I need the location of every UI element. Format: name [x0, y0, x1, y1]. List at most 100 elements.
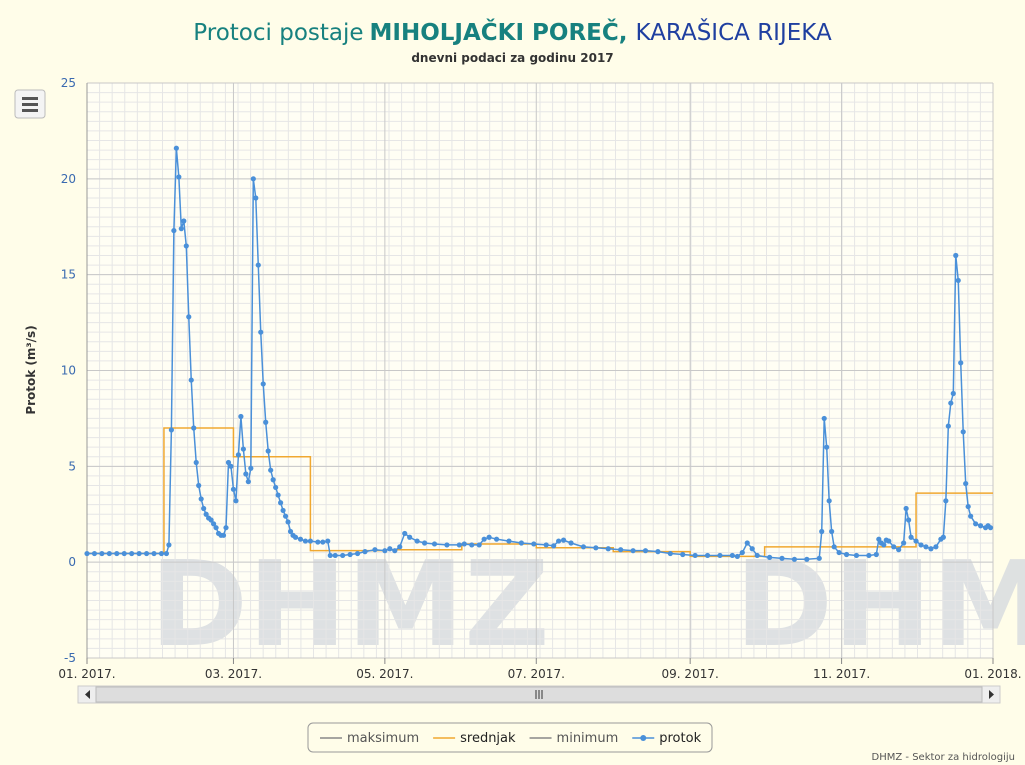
data-point [755, 553, 760, 558]
data-point [551, 543, 556, 548]
data-point [913, 538, 918, 543]
data-point [308, 538, 313, 543]
data-point [693, 553, 698, 558]
data-point [233, 498, 238, 503]
credits: DHMZ - Sektor za hidrologiju [872, 752, 1015, 763]
data-point [750, 546, 755, 551]
data-point [268, 468, 273, 473]
data-point [402, 531, 407, 536]
menu-bar [22, 103, 38, 106]
data-point [122, 551, 127, 556]
data-point [804, 557, 809, 562]
menu-bar [22, 109, 38, 112]
data-point [266, 448, 271, 453]
y-tick-label: -5 [64, 651, 76, 665]
data-point [432, 541, 437, 546]
y-tick-label: 10 [61, 364, 76, 378]
data-point [246, 479, 251, 484]
menu-bar [22, 97, 38, 100]
legend-label: srednjak [460, 731, 516, 746]
data-point [387, 546, 392, 551]
data-point [923, 544, 928, 549]
data-point [951, 391, 956, 396]
data-point [953, 253, 958, 258]
data-point [477, 542, 482, 547]
scrollbar[interactable] [78, 686, 1000, 703]
data-point [901, 540, 906, 545]
chart-title: Protoci postajeMIHOLJAČKI POREČ,KARAŠICA… [0, 20, 1025, 46]
data-point [630, 548, 635, 553]
data-point [519, 540, 524, 545]
data-point [256, 262, 261, 267]
data-point [482, 537, 487, 542]
data-point [355, 551, 360, 556]
data-point [248, 466, 253, 471]
title-part: MIHOLJAČKI POREČ, [370, 20, 628, 46]
data-point [444, 542, 449, 547]
data-point [325, 538, 330, 543]
data-point [933, 544, 938, 549]
data-point [179, 226, 184, 231]
data-point [285, 519, 290, 524]
data-point [956, 278, 961, 283]
data-point [362, 549, 367, 554]
data-point [171, 228, 176, 233]
data-point [906, 517, 911, 522]
data-point [328, 553, 333, 558]
data-point [819, 529, 824, 534]
x-tick-label: 11. 2017. [813, 667, 870, 681]
data-point [817, 556, 822, 561]
data-point [988, 525, 993, 530]
data-point [668, 551, 673, 556]
data-point [144, 551, 149, 556]
y-tick-label: 0 [68, 555, 76, 569]
legend-label: maksimum [347, 731, 419, 746]
data-point [978, 523, 983, 528]
menu-button[interactable] [15, 90, 45, 118]
data-point [928, 546, 933, 551]
data-point [824, 445, 829, 450]
y-axis-title: Protok (m³/s) [24, 325, 38, 414]
data-point [238, 414, 243, 419]
data-point [223, 525, 228, 530]
data-point [494, 537, 499, 542]
data-point [891, 544, 896, 549]
data-point [107, 551, 112, 556]
data-point [643, 548, 648, 553]
legend-label: protok [659, 731, 701, 746]
data-point [556, 538, 561, 543]
data-point [462, 541, 467, 546]
data-point [228, 464, 233, 469]
data-point [544, 542, 549, 547]
data-point [904, 506, 909, 511]
data-point [333, 553, 338, 558]
data-point [961, 429, 966, 434]
data-point [213, 525, 218, 530]
data-point [730, 553, 735, 558]
data-point [271, 477, 276, 482]
data-point [779, 556, 784, 561]
chart: DHMZDHMZ maksimumsrednjakminimumprotok P… [0, 0, 1025, 765]
data-point [822, 416, 827, 421]
data-point [196, 483, 201, 488]
data-point [280, 508, 285, 513]
data-point [176, 174, 181, 179]
data-point [973, 521, 978, 526]
data-point [221, 533, 226, 538]
data-point [201, 506, 206, 511]
data-point [258, 330, 263, 335]
data-point [568, 540, 573, 545]
data-point [283, 514, 288, 519]
data-point [918, 542, 923, 547]
data-point [241, 446, 246, 451]
data-point [278, 500, 283, 505]
data-point [189, 377, 194, 382]
data-point [705, 553, 710, 558]
data-point [407, 535, 412, 540]
data-point [348, 552, 353, 557]
data-point [397, 544, 402, 549]
data-point [92, 551, 97, 556]
data-point [963, 481, 968, 486]
x-tick-label: 07. 2017. [508, 667, 565, 681]
data-point [382, 548, 387, 553]
